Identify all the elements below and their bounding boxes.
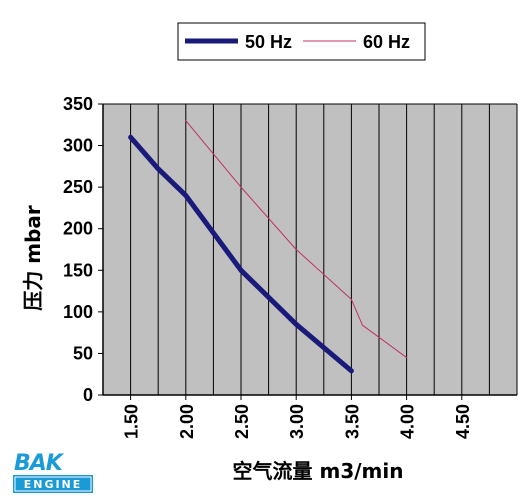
series-line-60hz <box>185 120 408 359</box>
y-axis-ticks: 0 50 100 150 200 250 300 350 <box>63 94 103 405</box>
series <box>128 120 408 374</box>
x-tick-label: 2.50 <box>232 404 252 439</box>
x-tick-label: 3.50 <box>342 404 362 439</box>
plot-area <box>103 104 517 395</box>
logo-sub-inner <box>14 476 92 492</box>
y-axis-title: 压力 mbar <box>21 205 45 311</box>
logo-sub: ENGINE <box>24 478 83 491</box>
series-line-50hz <box>128 134 354 374</box>
bak-engine-logo: BAK ENGINE <box>13 451 93 493</box>
y-tick-label: 50 <box>73 343 93 363</box>
x-tick-label: 2.00 <box>177 404 197 439</box>
x-tick-label: 3.00 <box>287 404 307 439</box>
x-axis-ticks: 1.50 2.00 2.50 3.00 3.50 4.00 4.50 <box>122 395 473 439</box>
x-tick-label: 1.50 <box>122 404 142 439</box>
y-tick-label: 250 <box>63 177 93 197</box>
legend: 50 Hz 60 Hz <box>177 22 426 61</box>
logo-sub-band <box>13 475 93 493</box>
y-tick-label: 300 <box>63 136 93 156</box>
x-axis-title: 空气流量 m3/min <box>233 459 404 483</box>
y-tick-label: 0 <box>83 385 93 405</box>
y-tick-label: 200 <box>63 219 93 239</box>
y-tick-label: 100 <box>63 302 93 322</box>
y-tick-label: 150 <box>63 260 93 280</box>
logo-main: BAK <box>14 451 65 476</box>
x-tick-label: 4.00 <box>398 404 418 439</box>
legend-label-50hz: 50 Hz <box>245 32 292 52</box>
legend-label-60hz: 60 Hz <box>363 32 410 52</box>
x-tick-label: 4.50 <box>453 404 473 439</box>
y-tick-label: 350 <box>63 94 93 114</box>
